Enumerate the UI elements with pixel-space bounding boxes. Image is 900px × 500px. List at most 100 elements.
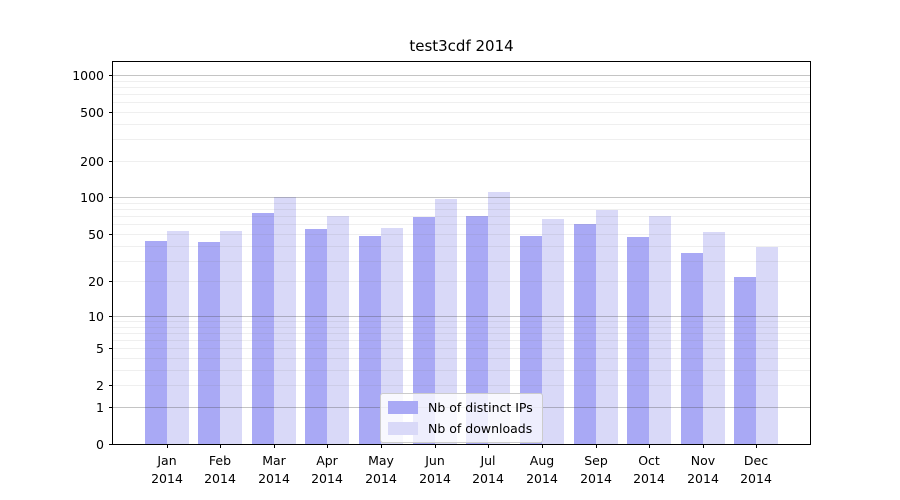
bar-nb-of-downloads: [167, 231, 189, 444]
x-tick-month: Nov: [690, 453, 716, 468]
minor-gridline: [113, 123, 810, 125]
x-tick-year: 2014: [472, 470, 504, 486]
x-tick-year: 2014: [365, 470, 397, 486]
y-tick-mark: [109, 161, 113, 162]
x-tick-mark: [326, 444, 328, 448]
x-tick-year: 2014: [580, 470, 612, 486]
minor-gridline: [113, 101, 810, 103]
bar-nb-of-downloads: [703, 232, 725, 444]
x-tick-year: 2014: [633, 470, 665, 486]
y-tick-label: 5: [96, 340, 104, 356]
plot-area: Nb of distinct IPs Nb of downloads 0 1 2 5 10…: [72, 61, 811, 486]
y-tick-label: 0: [96, 436, 104, 452]
y-tick-label: 20: [88, 273, 104, 289]
legend-label: Nb of downloads: [428, 421, 533, 436]
bar-nb-of-distinct-ips: [627, 237, 649, 444]
bar-nb-of-distinct-ips: [466, 216, 488, 444]
bar-nb-of-downloads: [327, 216, 349, 444]
x-tick-mark: [755, 444, 757, 448]
y-tick-mark: [109, 281, 113, 282]
minor-gridline: [113, 111, 810, 113]
x-tick-mark: [166, 444, 168, 448]
minor-gridline: [113, 86, 810, 88]
y-tick-mark: [109, 444, 113, 445]
x-tick-label: Jan 2014: [151, 452, 183, 487]
x-tick-month: Apr: [316, 453, 338, 468]
x-tick-label: Jun 2014: [419, 452, 451, 487]
y-tick-mark: [109, 75, 113, 76]
x-tick-label: Oct 2014: [633, 452, 665, 487]
major-gridline: [113, 74, 810, 76]
legend-swatch-nb-of-distinct-ips: [388, 401, 418, 414]
y-tick-mark: [109, 316, 113, 317]
legend-row: Nb of downloads: [388, 421, 533, 436]
x-tick-year: 2014: [419, 470, 451, 486]
x-tick-year: 2014: [151, 470, 183, 486]
bar-nb-of-distinct-ips: [198, 242, 220, 444]
x-tick-month: Jun: [425, 453, 445, 468]
x-tick-month: Mar: [262, 453, 286, 468]
x-tick-mark: [487, 444, 489, 448]
bar-nb-of-downloads: [274, 197, 296, 444]
y-tick-label: 1: [96, 399, 104, 415]
x-tick-year: 2014: [311, 470, 343, 486]
y-tick-label: 500: [80, 104, 104, 120]
y-tick-label: 100: [80, 189, 104, 205]
bar-nb-of-downloads: [756, 247, 778, 444]
bar-nb-of-distinct-ips: [145, 241, 167, 444]
bar-nb-of-downloads: [649, 216, 671, 444]
minor-gridline: [113, 215, 810, 217]
x-tick-mark: [648, 444, 650, 448]
x-tick-mark: [273, 444, 275, 448]
bar-nb-of-downloads: [542, 219, 564, 444]
y-tick-mark: [109, 407, 113, 408]
y-tick-label: 200: [80, 153, 104, 169]
x-tick-year: 2014: [740, 470, 772, 486]
x-tick-year: 2014: [687, 470, 719, 486]
bar-nb-of-downloads: [220, 231, 242, 444]
bar-nb-of-downloads: [381, 228, 403, 444]
legend-label: Nb of distinct IPs: [428, 400, 533, 415]
x-tick-label: Apr 2014: [311, 452, 343, 487]
y-tick-label: 10: [88, 308, 104, 324]
bar-nb-of-distinct-ips: [520, 236, 542, 444]
minor-gridline: [113, 202, 810, 204]
x-tick-year: 2014: [204, 470, 236, 486]
chart-title: test3cdf 2014: [409, 37, 514, 55]
bar-nb-of-downloads: [596, 210, 618, 444]
x-tick-label: Dec 2014: [740, 452, 772, 487]
bar-nb-of-distinct-ips: [681, 253, 703, 444]
x-tick-year: 2014: [526, 470, 558, 486]
legend: Nb of distinct IPs Nb of downloads: [380, 393, 543, 443]
x-tick-label: Feb 2014: [204, 452, 236, 487]
minor-gridline: [113, 93, 810, 95]
minor-gridline: [113, 80, 810, 82]
y-tick-mark: [109, 112, 113, 113]
bar-nb-of-downloads: [488, 192, 510, 444]
y-tick-label: 1000: [72, 67, 104, 83]
x-tick-label: May 2014: [365, 452, 397, 487]
bar-nb-of-distinct-ips: [734, 277, 756, 444]
x-tick-label: Jul 2014: [472, 452, 504, 487]
x-tick-mark: [541, 444, 543, 448]
x-tick-month: Jan: [157, 453, 177, 468]
x-tick-label: Nov 2014: [687, 452, 719, 487]
x-tick-month: Feb: [208, 453, 232, 468]
x-tick-mark: [380, 444, 382, 448]
x-tick-month: Jul: [480, 453, 496, 468]
y-tick-mark: [109, 385, 113, 386]
y-tick-mark: [109, 197, 113, 198]
x-tick-mark: [702, 444, 704, 448]
major-gridline: [113, 196, 810, 198]
x-tick-month: Oct: [638, 453, 660, 468]
minor-gridline: [113, 138, 810, 140]
bar-nb-of-distinct-ips: [413, 217, 435, 444]
x-tick-label: Aug 2014: [526, 452, 558, 487]
bar-nb-of-downloads: [435, 199, 457, 444]
minor-gridline: [113, 208, 810, 210]
y-tick-mark: [109, 348, 113, 349]
y-tick-label: 50: [88, 226, 104, 242]
x-tick-mark: [219, 444, 221, 448]
x-tick-month: May: [368, 453, 394, 468]
